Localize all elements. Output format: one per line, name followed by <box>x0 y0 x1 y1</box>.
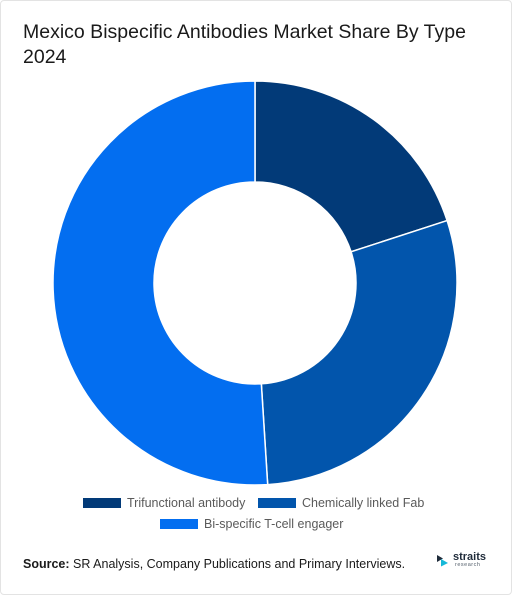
legend-item-bi-specific-t-cell-engager[interactable]: Bi-specific T-cell engager <box>160 517 343 531</box>
legend-label: Trifunctional antibody <box>127 496 246 510</box>
legend-label: Chemically linked Fab <box>302 496 425 510</box>
legend-swatch-trifunctional-antibody <box>83 498 121 508</box>
source-text: SR Analysis, Company Publications and Pr… <box>69 557 406 571</box>
chart-title: Mexico Bispecific Antibodies Market Shar… <box>23 21 466 68</box>
straits-research-logo: straits research <box>436 552 486 569</box>
legend-swatch-bi-specific-t-cell-engager <box>160 519 198 529</box>
legend-label: Bi-specific T-cell engager <box>204 517 344 531</box>
donut-slice-bi-specific-t-cell-engager[interactable] <box>52 80 269 486</box>
legend-swatch-chemically-linked-fab <box>258 498 296 508</box>
source-note: Source: SR Analysis, Company Publication… <box>23 557 405 571</box>
logo-name: straits <box>453 551 487 563</box>
donut-slice-chemically-linked-fab[interactable] <box>260 219 458 486</box>
legend-item-trifunctional-antibody[interactable]: Trifunctional antibody <box>83 496 245 510</box>
donut-slice-trifunctional-antibody[interactable] <box>254 80 449 253</box>
legend-item-chemically-linked-fab[interactable]: Chemically linked Fab <box>258 496 424 510</box>
source-label: Source: <box>23 557 70 571</box>
logo-sub: research <box>455 562 481 568</box>
logo-mark-icon <box>437 555 448 567</box>
